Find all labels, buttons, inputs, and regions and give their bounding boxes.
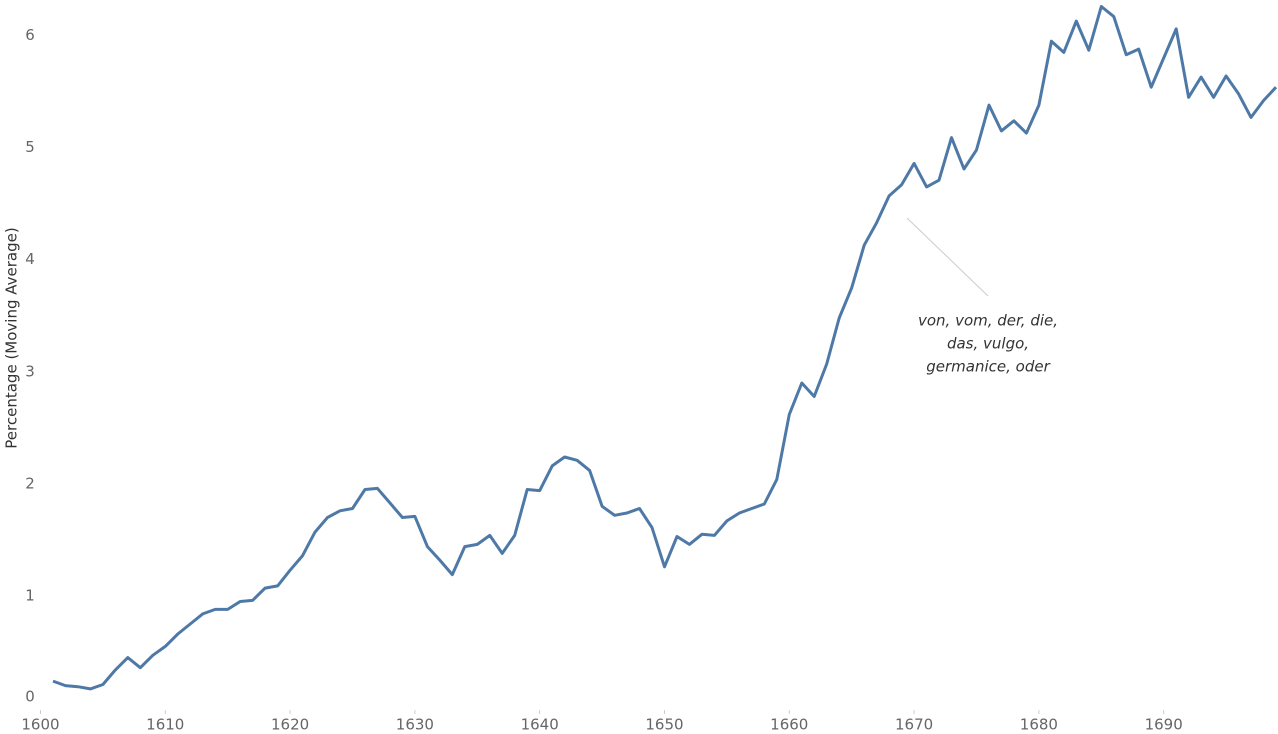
x-tick-label: 1660 <box>770 716 808 734</box>
x-tick-label: 1640 <box>521 716 559 734</box>
x-tick-label: 1650 <box>645 716 683 734</box>
annotation: von, vom, der, die, <box>918 312 1058 330</box>
y-tick-label: 1 <box>25 586 35 604</box>
x-tick-label: 1630 <box>396 716 434 734</box>
series-line <box>52 5 1278 691</box>
annotation: germanice, oder <box>926 358 1050 376</box>
x-tick-label: 1680 <box>1020 716 1058 734</box>
y-axis-label: Percentage (Moving Average) <box>3 227 21 448</box>
y-tick-label: 4 <box>25 250 35 268</box>
y-tick-label: 0 <box>25 688 35 706</box>
x-tick-label: 1670 <box>895 716 933 734</box>
x-tick-label: 1620 <box>271 716 309 734</box>
annotation: das, vulgo, <box>947 335 1029 353</box>
x-tick-label: 1610 <box>146 716 184 734</box>
y-tick-label: 3 <box>25 362 35 380</box>
y-tick-label: 2 <box>25 474 35 492</box>
y-tick-label: 6 <box>25 26 35 44</box>
x-tick-label: 1600 <box>21 716 59 734</box>
annotation-leader <box>906 217 989 297</box>
x-tick-label: 1690 <box>1145 716 1183 734</box>
y-tick-label: 5 <box>25 138 35 156</box>
